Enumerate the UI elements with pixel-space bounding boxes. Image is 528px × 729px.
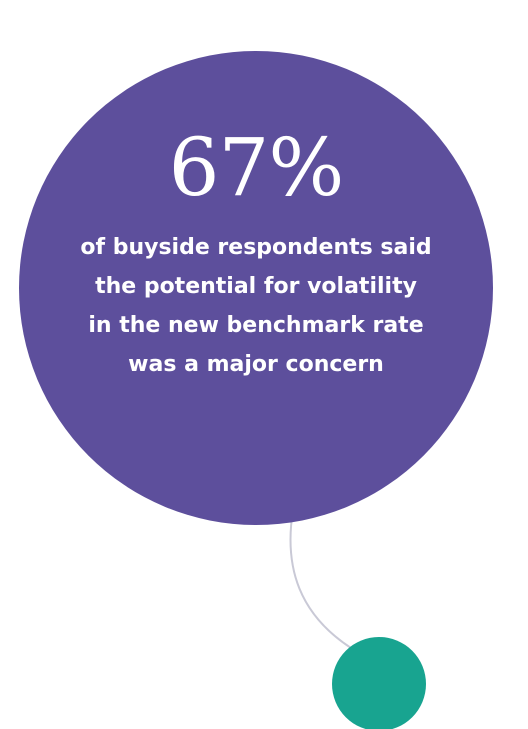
stat-percentage: 67% — [168, 121, 345, 214]
accent-dot — [332, 637, 426, 729]
stat-description-line-4: was a major concern — [128, 352, 384, 377]
stat-description-line-1: of buyside respondents said — [80, 235, 432, 260]
stat-description-line-2: the potential for volatility — [95, 274, 417, 299]
stat-description: of buyside respondents said the potentia… — [19, 228, 493, 384]
stat-circle — [19, 51, 493, 525]
stat-description-line-3: in the new benchmark rate — [88, 313, 424, 338]
